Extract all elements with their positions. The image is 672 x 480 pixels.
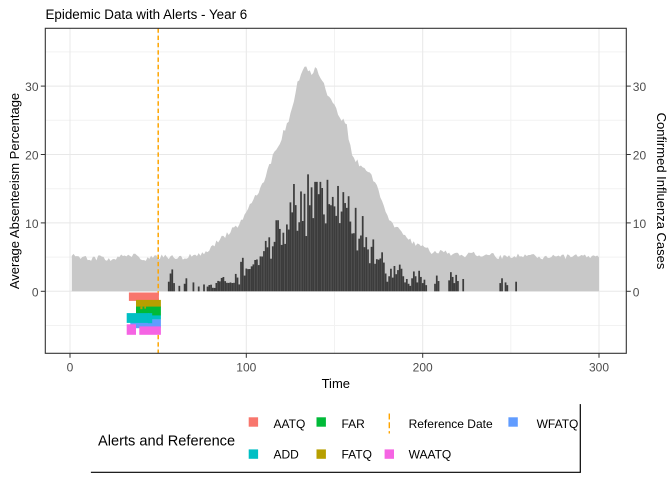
svg-text:0: 0: [633, 285, 640, 299]
svg-text:Time: Time: [322, 376, 350, 391]
svg-text:Epidemic Data with Alerts - Ye: Epidemic Data with Alerts - Year 6: [46, 7, 248, 22]
svg-text:300: 300: [589, 360, 609, 374]
svg-text:FAR: FAR: [342, 417, 366, 431]
svg-text:WAATQ: WAATQ: [409, 447, 452, 461]
svg-text:ADD: ADD: [274, 447, 300, 461]
svg-text:0: 0: [67, 360, 74, 374]
svg-text:200: 200: [413, 360, 433, 374]
svg-text:30: 30: [25, 80, 39, 94]
svg-text:Average Absenteeism Percentage: Average Absenteeism Percentage: [7, 93, 22, 289]
svg-text:20: 20: [633, 149, 647, 163]
svg-text:FATQ: FATQ: [342, 447, 372, 461]
svg-text:WFATQ: WFATQ: [537, 417, 579, 431]
svg-text:30: 30: [633, 80, 647, 94]
svg-text:0: 0: [32, 285, 39, 299]
svg-text:Alerts and Reference: Alerts and Reference: [98, 433, 235, 449]
svg-text:10: 10: [25, 217, 39, 231]
svg-text:Reference Date: Reference Date: [409, 417, 493, 431]
svg-text:20: 20: [25, 149, 39, 163]
svg-text:10: 10: [633, 217, 647, 231]
svg-text:Confirmed Influenza Cases: Confirmed Influenza Cases: [654, 113, 669, 270]
svg-text:100: 100: [236, 360, 256, 374]
svg-text:AATQ: AATQ: [274, 417, 306, 431]
